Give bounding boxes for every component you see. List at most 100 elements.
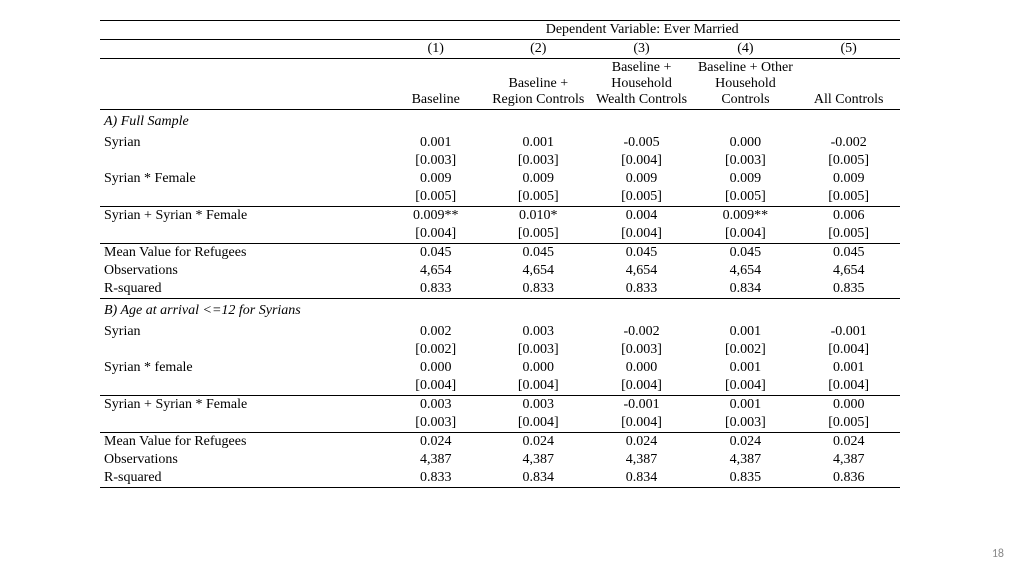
- se-cell: [0.003]: [384, 152, 487, 170]
- cell: 0.833: [590, 280, 694, 299]
- cell: 0.835: [797, 280, 900, 299]
- cell: 0.001: [384, 134, 487, 152]
- col-header: Baseline: [384, 59, 487, 110]
- row-label: Syrian: [100, 323, 384, 341]
- cell: 4,387: [797, 451, 900, 469]
- cell: 0.834: [693, 280, 797, 299]
- cell: 0.000: [797, 396, 900, 415]
- cell: 0.009**: [693, 207, 797, 226]
- se-cell: [0.003]: [693, 152, 797, 170]
- cell: 0.009: [487, 170, 590, 188]
- page-number: 18: [992, 547, 1004, 561]
- cell: 0.003: [487, 396, 590, 415]
- cell: 0.834: [487, 469, 590, 488]
- se-cell: [0.005]: [590, 188, 694, 207]
- cell: 0.001: [487, 134, 590, 152]
- cell: 4,654: [693, 262, 797, 280]
- se-cell: [0.005]: [487, 225, 590, 244]
- row-label: Mean Value for Refugees: [100, 244, 384, 263]
- cell: 0.001: [693, 396, 797, 415]
- row-label: Observations: [100, 262, 384, 280]
- cell: 0.045: [693, 244, 797, 263]
- col-header: Baseline + Other Household Controls: [693, 59, 797, 110]
- cell: 4,654: [487, 262, 590, 280]
- se-cell: [0.002]: [384, 341, 487, 359]
- cell: 0.024: [384, 433, 487, 452]
- cell: 0.833: [384, 469, 487, 488]
- row-label: Syrian: [100, 134, 384, 152]
- col-num: (3): [590, 40, 694, 59]
- cell: 0.009: [693, 170, 797, 188]
- cell: 0.003: [384, 396, 487, 415]
- cell: -0.001: [590, 396, 694, 415]
- cell: 0.009: [384, 170, 487, 188]
- cell: -0.005: [590, 134, 694, 152]
- row-label: Syrian * Female: [100, 170, 384, 188]
- se-cell: [0.003]: [487, 341, 590, 359]
- cell: 0.836: [797, 469, 900, 488]
- row-label: Observations: [100, 451, 384, 469]
- cell: 0.024: [590, 433, 694, 452]
- cell: 0.003: [487, 323, 590, 341]
- cell: 0.024: [797, 433, 900, 452]
- cell: 0.004: [590, 207, 694, 226]
- cell: 0.024: [693, 433, 797, 452]
- cell: 0.834: [590, 469, 694, 488]
- se-cell: [0.005]: [797, 188, 900, 207]
- cell: 0.002: [384, 323, 487, 341]
- cell: 0.835: [693, 469, 797, 488]
- se-cell: [0.004]: [487, 414, 590, 433]
- row-label: Syrian + Syrian * Female: [100, 396, 384, 415]
- cell: 0.045: [590, 244, 694, 263]
- cell: 0.006: [797, 207, 900, 226]
- se-cell: [0.004]: [384, 377, 487, 396]
- col-header: Baseline + Region Controls: [487, 59, 590, 110]
- cell: 4,654: [797, 262, 900, 280]
- cell: 0.009: [797, 170, 900, 188]
- cell: 0.009**: [384, 207, 487, 226]
- cell: 0.045: [487, 244, 590, 263]
- se-cell: [0.005]: [797, 414, 900, 433]
- panel-b-title: B) Age at arrival <=12 for Syrians: [100, 299, 900, 324]
- cell: 4,387: [693, 451, 797, 469]
- cell: -0.001: [797, 323, 900, 341]
- row-label: Syrian * female: [100, 359, 384, 377]
- se-cell: [0.002]: [693, 341, 797, 359]
- cell: 0.001: [693, 323, 797, 341]
- cell: 4,387: [384, 451, 487, 469]
- se-cell: [0.003]: [384, 414, 487, 433]
- cell: 0.045: [384, 244, 487, 263]
- cell: 0.000: [487, 359, 590, 377]
- cell: 0.009: [590, 170, 694, 188]
- se-cell: [0.005]: [797, 225, 900, 244]
- se-cell: [0.003]: [487, 152, 590, 170]
- se-cell: [0.004]: [797, 341, 900, 359]
- se-cell: [0.004]: [590, 414, 694, 433]
- cell: 0.833: [487, 280, 590, 299]
- se-cell: [0.005]: [693, 188, 797, 207]
- se-cell: [0.004]: [487, 377, 590, 396]
- cell: 0.010*: [487, 207, 590, 226]
- cell: 4,387: [487, 451, 590, 469]
- cell: 0.000: [384, 359, 487, 377]
- cell: -0.002: [797, 134, 900, 152]
- se-cell: [0.004]: [590, 152, 694, 170]
- panel-a-title: A) Full Sample: [100, 110, 900, 135]
- cell: -0.002: [590, 323, 694, 341]
- se-cell: [0.005]: [797, 152, 900, 170]
- row-label: Syrian + Syrian * Female: [100, 207, 384, 226]
- cell: 0.000: [590, 359, 694, 377]
- cell: 0.024: [487, 433, 590, 452]
- se-cell: [0.005]: [384, 188, 487, 207]
- cell: 0.000: [693, 134, 797, 152]
- col-num: (2): [487, 40, 590, 59]
- col-header: All Controls: [797, 59, 900, 110]
- col-num: (4): [693, 40, 797, 59]
- se-cell: [0.004]: [590, 225, 694, 244]
- row-label: Mean Value for Refugees: [100, 433, 384, 452]
- cell: 4,387: [590, 451, 694, 469]
- se-cell: [0.003]: [693, 414, 797, 433]
- se-cell: [0.004]: [590, 377, 694, 396]
- col-num: (5): [797, 40, 900, 59]
- cell: 0.001: [693, 359, 797, 377]
